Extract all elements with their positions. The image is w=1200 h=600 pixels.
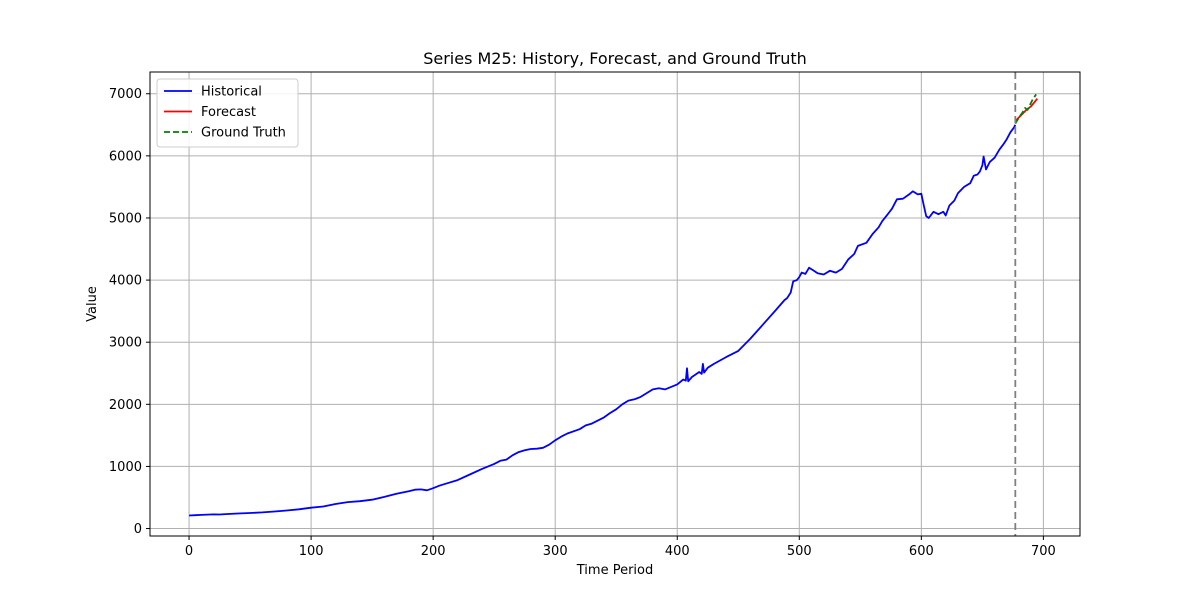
x-tick-label: 200 (421, 544, 446, 559)
series-line-forecast (1014, 98, 1038, 122)
y-axis-label: Value (85, 286, 100, 322)
y-tick-label: 0 (134, 522, 142, 537)
x-axis-label: Time Period (576, 563, 653, 578)
y-tick-label: 6000 (109, 149, 142, 164)
legend: Historical Forecast Ground Truth (156, 78, 299, 148)
plot-frame (149, 71, 1081, 537)
x-tick-label: 400 (665, 544, 690, 559)
series-line-historical (189, 124, 1017, 517)
legend-label: Ground Truth (201, 126, 286, 141)
y-tick-label: 2000 (109, 398, 142, 413)
x-tick-label: 700 (1031, 544, 1056, 559)
grid (150, 72, 1080, 536)
series-line-ground-truth (1014, 93, 1037, 125)
y-tick-label: 1000 (109, 460, 142, 475)
chart-title: Series M25: History, Forecast, and Groun… (423, 49, 807, 68)
legend-label: Historical (201, 85, 262, 100)
y-tick-label: 7000 (109, 87, 142, 102)
legend-box (156, 78, 299, 148)
y-tick-label: 4000 (109, 274, 142, 289)
x-tick-label: 0 (185, 544, 193, 559)
plot-lines (189, 93, 1038, 517)
x-tick-label: 300 (543, 544, 568, 559)
x-tick-label: 100 (299, 544, 324, 559)
x-tick-label: 500 (787, 544, 812, 559)
y-tick-label: 3000 (109, 336, 142, 351)
x-tick-label: 600 (909, 544, 934, 559)
axis-ticks: 0 100 200 300 400 500 600 700010002000300040005… (109, 87, 1056, 559)
y-tick-label: 5000 (109, 211, 142, 226)
legend-label: Forecast (201, 105, 256, 120)
